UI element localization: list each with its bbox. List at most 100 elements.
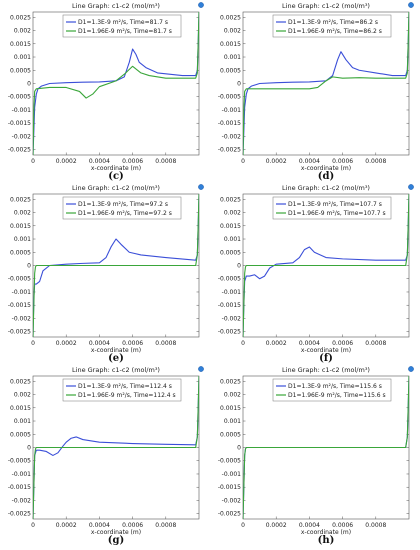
x-tick-label: 0 bbox=[241, 158, 245, 165]
y-tick-label: 0.0015 bbox=[220, 223, 241, 230]
x-tick-label: 0.0002 bbox=[56, 340, 77, 347]
y-tick-label: 0.001 bbox=[14, 236, 31, 243]
y-tick-label: -0.0005 bbox=[8, 276, 31, 283]
y-tick-label: -0.0005 bbox=[8, 94, 31, 101]
y-tick-label: -0.0025 bbox=[218, 329, 241, 336]
x-tick-label: 0.0002 bbox=[56, 522, 77, 529]
series-line-2 bbox=[243, 12, 409, 155]
x-tick-label: 0.0004 bbox=[89, 340, 110, 347]
y-tick-label: 0.0005 bbox=[10, 249, 31, 256]
x-axis-label: x-coordinate (m) bbox=[91, 165, 141, 172]
y-tick-label: 0.0015 bbox=[220, 41, 241, 48]
legend-entry: D1=1.96E-9 m²/s, Time=86.2 s bbox=[288, 28, 382, 35]
y-tick-label: -0.002 bbox=[222, 133, 242, 140]
series-line-1 bbox=[33, 376, 199, 519]
y-tick-label: 0 bbox=[237, 81, 241, 88]
y-tick-label: -0.0025 bbox=[8, 147, 31, 154]
y-tick-label: -0.002 bbox=[222, 497, 242, 504]
y-tick-label: 0.001 bbox=[224, 418, 241, 425]
x-tick-label: 0.0008 bbox=[155, 158, 176, 165]
y-tick-label: 0 bbox=[27, 445, 31, 452]
y-tick-label: 0.0025 bbox=[220, 378, 241, 385]
x-tick-label: 0.0006 bbox=[122, 522, 143, 529]
y-tick-label: -0.0015 bbox=[218, 120, 241, 127]
y-tick-label: 0.002 bbox=[14, 392, 31, 399]
y-tick-label: 0.002 bbox=[224, 392, 241, 399]
x-tick-label: 0.0006 bbox=[122, 340, 143, 347]
x-tick-label: 0.0006 bbox=[332, 158, 353, 165]
y-tick-label: 0 bbox=[237, 263, 241, 270]
x-axis-label: x-coordinate (m) bbox=[91, 347, 141, 354]
globe-icon bbox=[198, 366, 204, 372]
y-tick-label: -0.0015 bbox=[8, 120, 31, 127]
x-tick-label: 0.0004 bbox=[89, 522, 110, 529]
chart-title: Line Graph: c1-c2 (mol/m³) bbox=[72, 184, 160, 192]
y-tick-label: -0.0005 bbox=[218, 276, 241, 283]
y-tick-label: 0.002 bbox=[224, 28, 241, 35]
x-tick-label: 0 bbox=[241, 522, 245, 529]
y-tick-label: -0.002 bbox=[12, 497, 32, 504]
y-tick-label: 0.0005 bbox=[220, 249, 241, 256]
y-tick-label: -0.0015 bbox=[218, 484, 241, 491]
series-line-2 bbox=[243, 376, 409, 519]
panel-label: (f) bbox=[319, 353, 333, 364]
y-tick-label: 0.0015 bbox=[10, 41, 31, 48]
y-tick-label: 0.0015 bbox=[10, 405, 31, 412]
series-line-2 bbox=[33, 194, 199, 337]
y-tick-label: -0.0015 bbox=[8, 484, 31, 491]
x-tick-label: 0.0004 bbox=[299, 340, 320, 347]
x-tick-label: 0 bbox=[31, 522, 35, 529]
x-tick-label: 0 bbox=[241, 340, 245, 347]
panel-label: (h) bbox=[318, 535, 335, 546]
legend-entry: D1=1.3E-9 m²/s, Time=112.4 s bbox=[78, 383, 172, 390]
panel-label: (c) bbox=[108, 171, 124, 182]
y-tick-label: 0.002 bbox=[14, 28, 31, 35]
globe-icon bbox=[408, 184, 414, 190]
legend-entry: D1=1.3E-9 m²/s, Time=81.7 s bbox=[78, 19, 168, 26]
chart-panel: Line Graph: c1-c2 (mol/m³) 0.0025 0.002 0.0… bbox=[8, 2, 204, 182]
y-tick-label: 0.0015 bbox=[10, 223, 31, 230]
chart-title: Line Graph: c1-c2 (mol/m³) bbox=[282, 366, 370, 374]
y-tick-label: -0.001 bbox=[12, 289, 32, 296]
globe-icon bbox=[198, 2, 204, 8]
x-tick-label: 0.0004 bbox=[299, 158, 320, 165]
legend-entry: D1=1.3E-9 m²/s, Time=115.6 s bbox=[288, 383, 382, 390]
chart-panel: Line Graph: c1-c2 (mol/m³) 0.0025 0.002 0.0… bbox=[218, 366, 414, 546]
x-tick-label: 0.0002 bbox=[266, 340, 287, 347]
y-tick-label: 0 bbox=[237, 445, 241, 452]
globe-icon bbox=[408, 2, 414, 8]
y-tick-label: -0.0025 bbox=[8, 329, 31, 336]
x-tick-label: 0.0004 bbox=[299, 522, 320, 529]
legend-entry: D1=1.3E-9 m²/s, Time=107.7 s bbox=[288, 201, 382, 208]
x-tick-label: 0.0002 bbox=[266, 522, 287, 529]
legend-entry: D1=1.96E-9 m²/s, Time=115.6 s bbox=[288, 392, 386, 399]
y-tick-label: 0.0025 bbox=[10, 378, 31, 385]
chart-title: Line Graph: c1-c2 (mol/m³) bbox=[282, 184, 370, 192]
y-tick-label: -0.001 bbox=[222, 289, 242, 296]
x-axis-label: x-coordinate (m) bbox=[301, 347, 351, 354]
series-line-2 bbox=[33, 376, 199, 519]
y-tick-label: 0.0005 bbox=[10, 67, 31, 74]
y-tick-label: 0.001 bbox=[14, 418, 31, 425]
x-tick-label: 0.0006 bbox=[122, 158, 143, 165]
panel-label: (e) bbox=[108, 353, 124, 364]
y-tick-label: -0.002 bbox=[12, 133, 32, 140]
y-tick-label: 0 bbox=[27, 81, 31, 88]
series-line-1 bbox=[243, 194, 409, 337]
panel-label: (g) bbox=[108, 535, 124, 546]
y-tick-label: 0.0025 bbox=[220, 14, 241, 21]
legend-entry: D1=1.96E-9 m²/s, Time=97.2 s bbox=[78, 210, 172, 217]
y-tick-label: 0 bbox=[27, 263, 31, 270]
series-line-1 bbox=[33, 12, 199, 155]
y-tick-label: -0.002 bbox=[12, 315, 32, 322]
y-tick-label: -0.0025 bbox=[218, 147, 241, 154]
globe-icon bbox=[198, 184, 204, 190]
x-tick-label: 0.0008 bbox=[365, 522, 386, 529]
legend-box bbox=[272, 196, 392, 220]
legend-entry: D1=1.96E-9 m²/s, Time=112.4 s bbox=[78, 392, 176, 399]
y-tick-label: -0.0025 bbox=[218, 511, 241, 518]
x-tick-label: 0 bbox=[31, 340, 35, 347]
y-tick-label: 0.0025 bbox=[10, 14, 31, 21]
x-axis-label: x-coordinate (m) bbox=[91, 529, 141, 536]
